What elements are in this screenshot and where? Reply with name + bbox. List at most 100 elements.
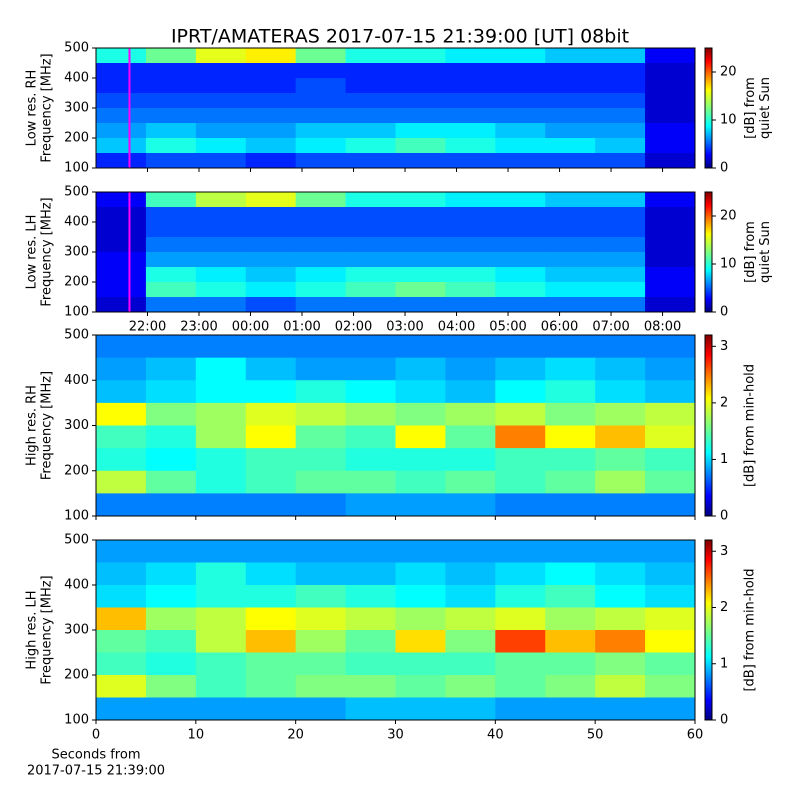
colorbar-tick-label: 3 [720, 544, 728, 559]
x-tick-label: 40 [487, 728, 504, 743]
heatmap-cell [345, 48, 396, 64]
heatmap-cell [595, 335, 646, 359]
heatmap-cell [495, 123, 546, 139]
heatmap-cell [645, 607, 696, 631]
heatmap-cell [545, 108, 596, 124]
heatmap-cell [245, 402, 297, 426]
heatmap-cell [645, 267, 696, 283]
heatmap-cell [645, 448, 696, 472]
heatmap-cell [545, 207, 596, 223]
heatmap-cell [145, 675, 197, 698]
heatmap-cell [295, 297, 347, 313]
heatmap-cell [295, 630, 347, 653]
heatmap-cell [195, 470, 247, 494]
heatmap-cell [445, 493, 496, 517]
x-tick-label: 03:00 [386, 320, 423, 335]
heatmap-cell [645, 108, 696, 124]
heatmap-cell [245, 63, 297, 79]
y-tick-label: 300 [64, 245, 89, 260]
colorbar-tick-label: 0 [720, 713, 728, 728]
y-tick-label: 400 [64, 215, 89, 230]
heatmap-cell [96, 78, 147, 94]
heatmap-cell [445, 63, 496, 79]
y-tick-label: 200 [64, 463, 89, 478]
x-tick-label: 08:00 [644, 320, 681, 335]
colorbar [704, 47, 713, 169]
heatmap-cell [295, 335, 347, 359]
heatmap-cell [96, 192, 147, 208]
heatmap-cell [245, 697, 297, 721]
heatmap-cell [545, 448, 596, 472]
heatmap-cell [395, 237, 446, 253]
heatmap-cell [295, 78, 347, 94]
heatmap-cell [495, 207, 546, 223]
heatmap-cell [645, 540, 696, 563]
heatmap-cell [545, 630, 596, 653]
colorbar-tick-label: 20 [720, 209, 737, 224]
y-axis-label: High res. LH [25, 590, 40, 669]
heatmap-cell [145, 222, 197, 238]
y-axis-label: Frequency [MHz] [40, 371, 55, 480]
heatmap-cell [195, 153, 247, 169]
heatmap-cell [295, 470, 347, 494]
heatmap-cell [195, 138, 247, 154]
heatmap-cell [445, 335, 496, 359]
heatmap-cell [545, 192, 596, 208]
colorbar [704, 539, 713, 721]
heatmap-cell [245, 380, 297, 404]
heatmap-cell [345, 448, 396, 472]
heatmap-cell [445, 123, 496, 139]
heatmap-cell [345, 78, 396, 94]
heatmap-cell [395, 380, 446, 404]
heatmap-cell [145, 470, 197, 494]
heatmap-cell [595, 448, 646, 472]
heatmap-cell [645, 493, 696, 517]
heatmap-cell [145, 138, 197, 154]
heatmap-cell [645, 252, 696, 268]
heatmap-cell [345, 252, 396, 268]
heatmap-cell [545, 48, 596, 64]
heatmap-cell [245, 675, 297, 698]
heatmap-cell [545, 675, 596, 698]
y-tick-label: 300 [64, 623, 89, 638]
y-tick-label: 300 [64, 418, 89, 433]
x-tick-label: 20 [287, 728, 304, 743]
x-tick-label: 50 [587, 728, 604, 743]
heatmap-cell [395, 153, 446, 169]
heatmap-cell [145, 252, 197, 268]
heatmap-cell [545, 470, 596, 494]
y-axis-label: Frequency [MHz] [40, 197, 55, 306]
heatmap-cell [595, 380, 646, 404]
heatmap-cell [145, 282, 197, 298]
heatmap-cell [145, 402, 197, 426]
heatmap-cell [445, 267, 496, 283]
heatmap-cell [395, 207, 446, 223]
heatmap-cell [245, 108, 297, 124]
heatmap-cell [245, 357, 297, 381]
heatmap-cell [445, 153, 496, 169]
x-tick-label: 23:00 [180, 320, 217, 335]
heatmap-cell [96, 448, 147, 472]
heatmap-cell [195, 192, 247, 208]
heatmap-cell [495, 63, 546, 79]
heatmap-cell [195, 207, 247, 223]
x-tick-label: 05:00 [489, 320, 526, 335]
heatmap-cell [545, 222, 596, 238]
heatmap-cell [245, 493, 297, 517]
heatmap-cell [245, 78, 297, 94]
heatmap-cell [195, 630, 247, 653]
heatmap-cell [145, 493, 197, 517]
colorbar-label: quiet Sun [758, 77, 773, 139]
heatmap-cell [195, 282, 247, 298]
heatmap-cell [295, 380, 347, 404]
heatmap-cell [245, 282, 297, 298]
heatmap-cell [96, 585, 147, 608]
heatmap-cell [295, 607, 347, 631]
heatmap-cell [145, 48, 197, 64]
heatmap-cell [595, 48, 646, 64]
heatmap-cell [495, 222, 546, 238]
heatmap-cell [545, 267, 596, 283]
heatmap-cell [495, 335, 546, 359]
heatmap-cell [395, 630, 446, 653]
heatmap-cell [245, 267, 297, 283]
